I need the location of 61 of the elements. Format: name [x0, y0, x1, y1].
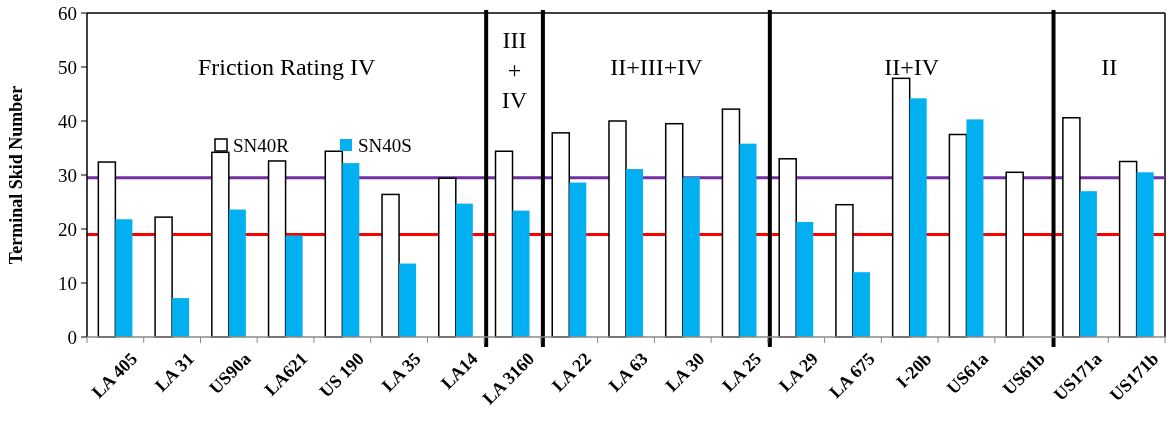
bar: [664, 122, 684, 338]
bar: [381, 193, 400, 338]
bar: [267, 160, 287, 338]
bar: [852, 272, 870, 337]
y-tick-label: 10: [58, 272, 77, 294]
annotation: III + IV: [501, 27, 528, 113]
bar: [154, 216, 173, 338]
y-tick-label: 50: [58, 56, 77, 78]
bar: [1079, 191, 1097, 337]
x-tick-label: LA 405: [87, 348, 142, 402]
annotation: II: [1101, 54, 1118, 80]
bar: [909, 98, 927, 337]
bar: [835, 203, 854, 338]
y-tick-label: 0: [67, 326, 77, 348]
bar: [324, 150, 344, 338]
bar: [512, 210, 530, 337]
annotation: Friction Rating IV: [197, 54, 376, 80]
bar: [1136, 172, 1154, 337]
legend-label: SN40R: [233, 134, 290, 156]
bar: [97, 161, 117, 338]
bar: [778, 158, 797, 338]
x-tick-label: US 190: [315, 348, 369, 402]
x-tick-label: LA 63: [604, 348, 652, 396]
y-tick-label: 30: [58, 164, 77, 186]
annotation: II+III+IV: [610, 54, 704, 80]
bar: [494, 150, 514, 338]
x-tick-label: LA 675: [825, 348, 879, 402]
bar: [891, 77, 911, 338]
x-tick-label: LA 31: [150, 348, 198, 396]
bar: [172, 298, 190, 337]
bar: [228, 209, 246, 337]
bar: [342, 163, 360, 337]
x-tick-label: LA 30: [661, 348, 709, 396]
bar: [608, 120, 627, 338]
bar: [438, 177, 457, 338]
bar: [682, 177, 700, 337]
x-tick-label: LA 29: [774, 348, 822, 396]
bar: [285, 235, 303, 337]
annotation: II+IV: [884, 54, 940, 80]
bar: [399, 263, 417, 337]
bar: [551, 132, 571, 338]
y-tick-label: 40: [58, 110, 77, 132]
y-tick-label: 20: [58, 218, 77, 240]
bar: [626, 169, 644, 337]
bar: [1062, 117, 1081, 338]
y-tick-label: 60: [58, 2, 77, 24]
x-tick-label: LA 35: [377, 348, 425, 396]
bar: [739, 143, 757, 337]
legend-label: SN40S: [358, 134, 412, 156]
bar: [115, 219, 133, 337]
bar: [796, 221, 814, 337]
x-tick-label: LA 22: [547, 348, 595, 396]
bar: [948, 133, 968, 338]
bar: [1118, 160, 1138, 338]
bar: [569, 182, 587, 337]
x-tick-label: LA 25: [718, 348, 766, 396]
bar: [1005, 171, 1024, 338]
y-axis-title: Terminal Skid Number: [6, 85, 26, 265]
bar: [455, 203, 473, 337]
bar: [721, 108, 741, 338]
bar: [966, 119, 984, 337]
